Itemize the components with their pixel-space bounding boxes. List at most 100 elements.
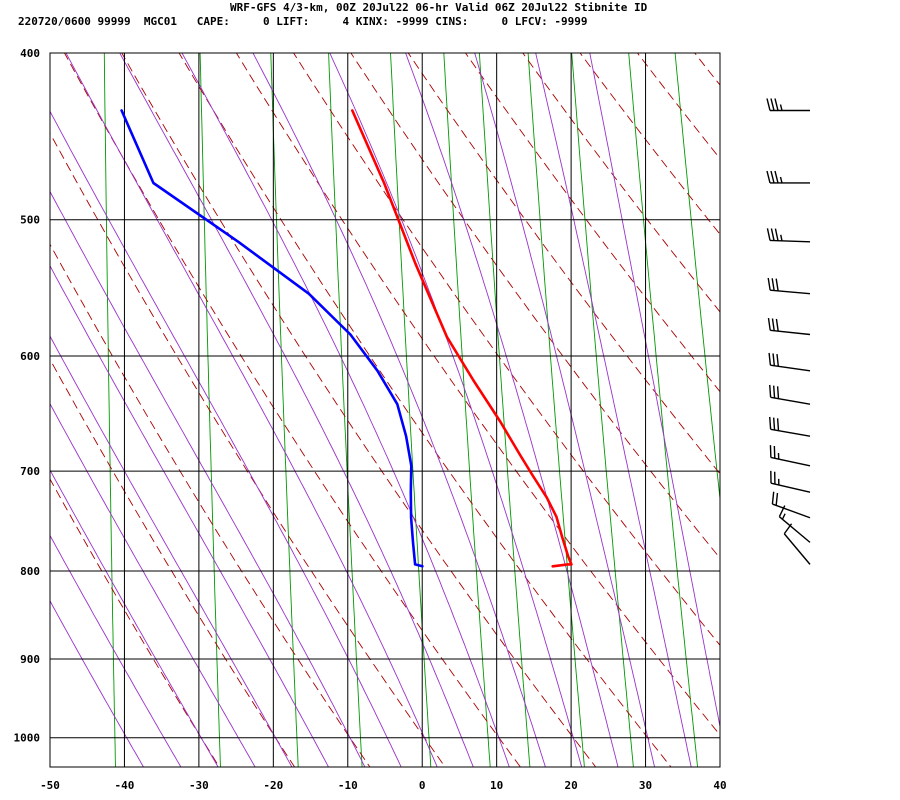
wind-barb <box>769 416 811 437</box>
moist-adiabat-line <box>50 264 330 767</box>
barb-feather <box>776 418 780 431</box>
dry-adiabat-line <box>721 15 900 782</box>
header: WRF-GFS 4/3-km, 00Z 20Jul22 06-hr Valid … <box>0 0 900 40</box>
mixing-ratio-line <box>527 53 585 767</box>
dry-adiabat-line <box>579 53 720 235</box>
wind-barb <box>767 277 811 295</box>
x-tick-labels: -50 -40 -30 -20 -10 0 10 20 30 40 <box>40 779 727 792</box>
dry-adiabat-line <box>50 478 220 767</box>
moist-adiabat-line <box>535 53 692 767</box>
moist-adiabat-line <box>50 469 219 767</box>
barb-staff <box>770 364 811 372</box>
barb-half-feather <box>780 234 783 241</box>
dry-adiabat-line <box>50 243 371 767</box>
x-tick-label: 10 <box>490 779 503 792</box>
barb-feather <box>776 386 780 399</box>
dry-adiabat-line <box>834 15 900 782</box>
thermo-background-lines <box>50 15 900 782</box>
barb-staff <box>770 329 811 336</box>
mixing-ratio-line <box>478 53 531 767</box>
barb-feather <box>774 98 779 111</box>
wind-barb <box>768 352 811 372</box>
moist-adiabat-line <box>50 110 402 767</box>
dry-adiabat-line <box>178 53 672 767</box>
barb-feather <box>778 505 786 517</box>
y-tick-labels: 400 500 600 700 800 900 1000 <box>14 47 41 745</box>
moist-adiabat-line <box>405 53 619 767</box>
wind-barb <box>766 98 810 112</box>
dry-adiabat-line <box>50 358 296 767</box>
mixing-ratio-line <box>571 53 634 767</box>
mixing-ratio-line <box>103 53 116 767</box>
wind-barb <box>783 523 811 565</box>
x-tick-label: 20 <box>564 779 577 792</box>
dry-adiabat-line <box>522 53 720 313</box>
wind-barb <box>769 445 811 467</box>
barb-feather <box>767 277 771 291</box>
dry-adiabat-line <box>636 53 720 160</box>
dry-adiabat-line <box>63 53 521 767</box>
mixing-ratio-line <box>674 53 720 503</box>
dry-adiabat-line <box>235 53 720 736</box>
barb-staff <box>783 533 811 565</box>
dry-adiabat-line <box>50 132 446 767</box>
barb-feather <box>771 318 775 331</box>
dry-adiabat-line <box>778 15 900 782</box>
barb-staff <box>772 503 811 519</box>
x-tick-label: -10 <box>338 779 358 792</box>
barb-half-feather <box>779 104 783 111</box>
moist-adiabat-line <box>181 53 510 767</box>
barb-feather <box>767 317 771 331</box>
sounding-profiles <box>120 109 573 568</box>
mixing-ratio-line <box>628 53 699 767</box>
moist-adiabat-line <box>65 53 438 767</box>
x-tick-label: -50 <box>40 779 60 792</box>
moist-adiabat-line <box>50 335 293 767</box>
barb-staff <box>770 482 811 493</box>
mixing-ratio-line <box>270 53 299 767</box>
barb-half-feather <box>781 513 786 520</box>
barb-feather <box>770 98 775 111</box>
barb-feather <box>771 278 775 291</box>
barb-feather <box>783 523 793 535</box>
barb-feather <box>769 384 772 398</box>
wind-barb <box>767 317 811 336</box>
barb-feather <box>772 353 776 366</box>
barb-feather <box>776 353 780 367</box>
moist-adiabat-line <box>50 190 366 767</box>
x-tick-label: -40 <box>115 779 135 792</box>
moist-adiabat-line <box>589 53 720 729</box>
barb-staff <box>769 239 811 243</box>
dry-adiabat-line <box>293 53 720 646</box>
dry-adiabat-line <box>891 15 900 782</box>
barb-feather <box>771 491 775 505</box>
moist-adiabat-line <box>119 53 474 767</box>
wind-barbs <box>766 98 811 565</box>
barb-staff <box>770 396 811 405</box>
y-tick-label: 800 <box>20 565 40 578</box>
dry-adiabat-line <box>121 53 597 767</box>
x-tick-label: -30 <box>189 779 209 792</box>
wind-barb <box>766 228 811 243</box>
x-tick-label: -20 <box>263 779 283 792</box>
barb-feather <box>766 170 771 184</box>
dry-adiabat-line <box>694 53 720 86</box>
barb-feather <box>770 228 775 241</box>
y-tick-label: 500 <box>20 214 40 227</box>
barb-feather <box>775 278 779 291</box>
x-tick-label: 30 <box>639 779 652 792</box>
chart-title: WRF-GFS 4/3-km, 00Z 20Jul22 06-hr Valid … <box>230 1 648 14</box>
moist-adiabat-line <box>50 402 256 767</box>
barb-feather <box>775 493 779 506</box>
barb-staff <box>770 289 811 295</box>
wind-barb <box>778 505 811 543</box>
mixing-ratio-line <box>199 53 221 767</box>
wind-barb <box>771 491 811 519</box>
mixing-ratio-line <box>390 53 432 767</box>
barb-feather <box>774 170 779 184</box>
sounding-indices: 220720/0600 99999 MGC01 CAPE: 0 LIFT: 4 … <box>18 15 588 28</box>
barb-staff <box>770 456 811 467</box>
y-tick-label: 1000 <box>14 732 41 745</box>
grid-lines <box>50 53 720 767</box>
